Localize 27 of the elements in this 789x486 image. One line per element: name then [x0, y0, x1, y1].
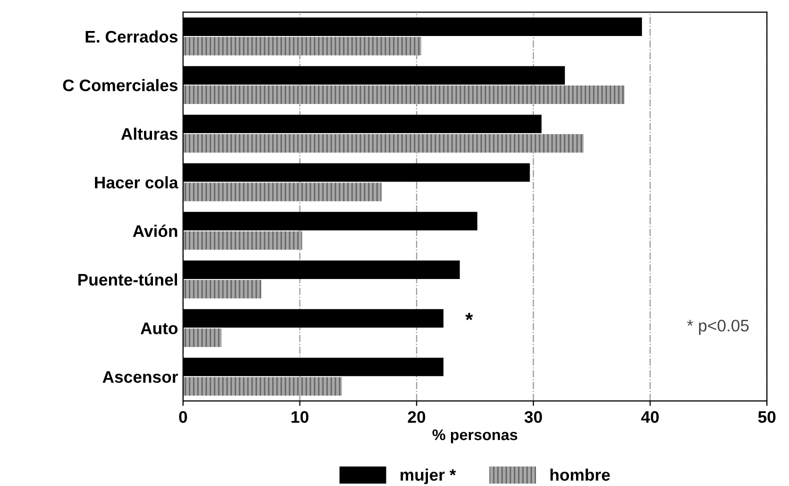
x-tick-label: 20 — [408, 411, 426, 423]
bar — [183, 86, 624, 104]
y-tick-label: Alturas — [121, 128, 178, 140]
legend-label: hombre — [550, 468, 610, 481]
annotation: * — [465, 312, 473, 320]
y-tick-label: Avión — [132, 224, 178, 238]
y-tick-label: C Comerciales — [63, 79, 178, 92]
bar — [183, 377, 342, 396]
bar — [183, 182, 382, 202]
x-tick-label: 30 — [524, 411, 542, 423]
x-axis-title: % personas — [432, 429, 518, 444]
bar — [183, 134, 584, 153]
annotation: * p<0.05 — [687, 320, 749, 335]
x-tick-label: 10 — [292, 411, 308, 423]
y-tick-label: Ascensor — [102, 371, 178, 383]
bar — [183, 280, 262, 298]
x-tick-label: 40 — [641, 411, 659, 423]
y-tick-label: Auto — [140, 322, 178, 334]
x-tick-label: 0 — [179, 411, 187, 423]
y-tick-label: E. Cerrados — [86, 30, 178, 43]
x-tick-label: 50 — [758, 411, 776, 423]
bar — [183, 328, 222, 348]
y-tick-label: Hacer cola — [94, 176, 178, 188]
legend-label: mujer * — [400, 468, 456, 484]
bar — [183, 231, 302, 250]
bar — [183, 36, 422, 56]
y-tick-label: Puente-túnel — [78, 273, 178, 286]
